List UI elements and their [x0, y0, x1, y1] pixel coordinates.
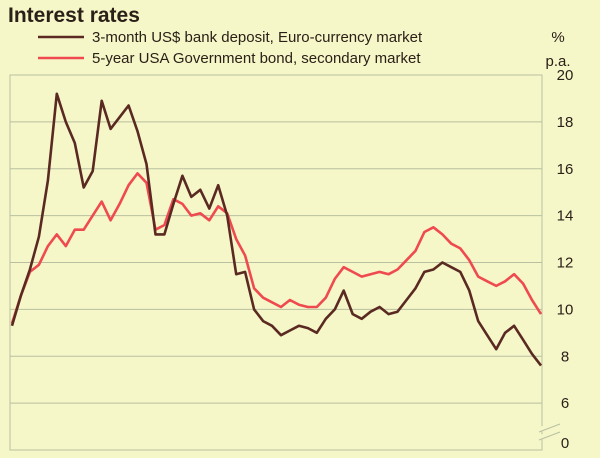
axis-break-mark-2: [538, 431, 561, 441]
y-tick-label: 0: [561, 435, 569, 452]
axis-break-mark-1: [538, 423, 561, 433]
y-tick-label: 8: [561, 348, 569, 365]
y-tick-label: 12: [557, 255, 574, 272]
series-line-3-month-deposit: [10, 92, 543, 367]
y-tick-label: 6: [561, 395, 569, 412]
chart-title: Interest rates: [8, 4, 140, 27]
axis-break-gap-1: [538, 419, 561, 433]
legend-label-3-month: 3-month US$ bank deposit, Euro-currency …: [92, 29, 423, 46]
axis-break-gap-2: [538, 427, 561, 441]
y-unit-pa: p.a.: [545, 53, 570, 70]
y-axis-ticks: 0 6 8 10 12 14 16 18 20: [557, 67, 574, 452]
series-line-5-year-bond: [10, 172, 543, 324]
y-tick-label: 16: [557, 161, 574, 178]
y-tick-label: 18: [557, 114, 574, 131]
series-lines: [10, 92, 543, 367]
axis-break: [538, 419, 561, 441]
grid: [10, 121, 542, 404]
y-tick-label: 20: [557, 67, 574, 84]
legend: 3-month US$ bank deposit, Euro-currency …: [38, 29, 423, 67]
legend-label-5-year: 5-year USA Government bond, secondary ma…: [92, 50, 421, 67]
y-tick-label: 14: [557, 208, 574, 225]
y-tick-label: 10: [557, 301, 574, 318]
y-unit-percent: %: [551, 29, 564, 46]
